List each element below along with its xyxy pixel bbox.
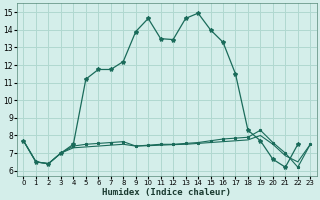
X-axis label: Humidex (Indice chaleur): Humidex (Indice chaleur) (102, 188, 231, 197)
